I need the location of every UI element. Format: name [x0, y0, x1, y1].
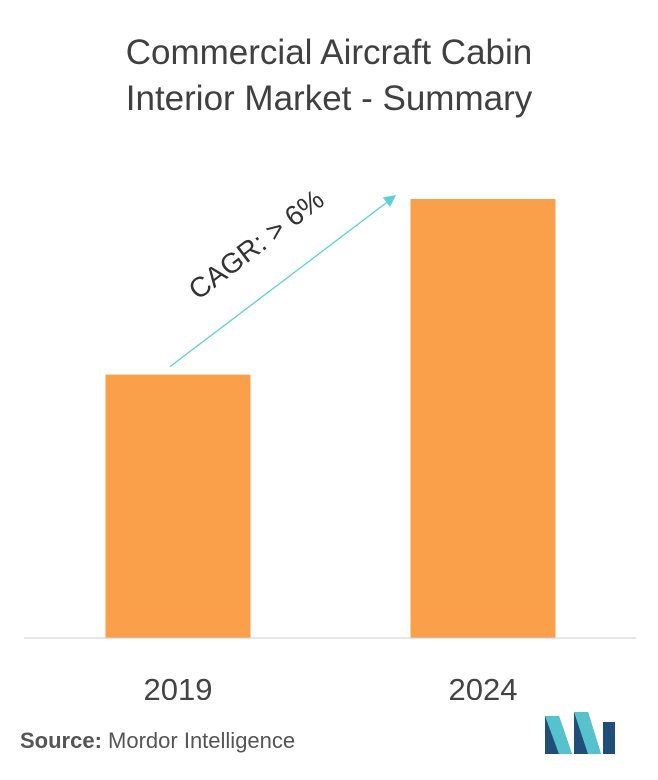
x-tick-label-2024: 2024: [449, 672, 518, 700]
cagr-annotation: CAGR: > 6%: [169, 183, 396, 368]
bars-group: [105, 199, 556, 638]
cagr-arrow-head: [382, 195, 396, 208]
source-value: Mordor Intelligence: [101, 728, 296, 753]
source-label: Source:: [20, 728, 102, 753]
x-tick-label-2019: 2019: [144, 672, 213, 700]
chart-title-line-1: Commercial Aircraft Cabin: [125, 33, 533, 72]
chart-title-line-2: Interior Market - Summary: [125, 79, 533, 118]
bar-2019: [105, 374, 251, 638]
mordor-intelligence-logo-icon: [545, 712, 615, 754]
bar-chart: 2019 2024 CAGR: > 6%: [24, 183, 636, 700]
chart-title: Commercial Aircraft Cabin Interior Marke…: [0, 30, 658, 122]
cagr-label: CAGR: > 6%: [183, 183, 330, 305]
x-tick-labels: 2019 2024: [144, 672, 518, 700]
source-note: Source: Mordor Intelligence: [20, 728, 295, 754]
bar-2024: [410, 199, 556, 638]
cagr-arrow-line: [169, 199, 391, 368]
